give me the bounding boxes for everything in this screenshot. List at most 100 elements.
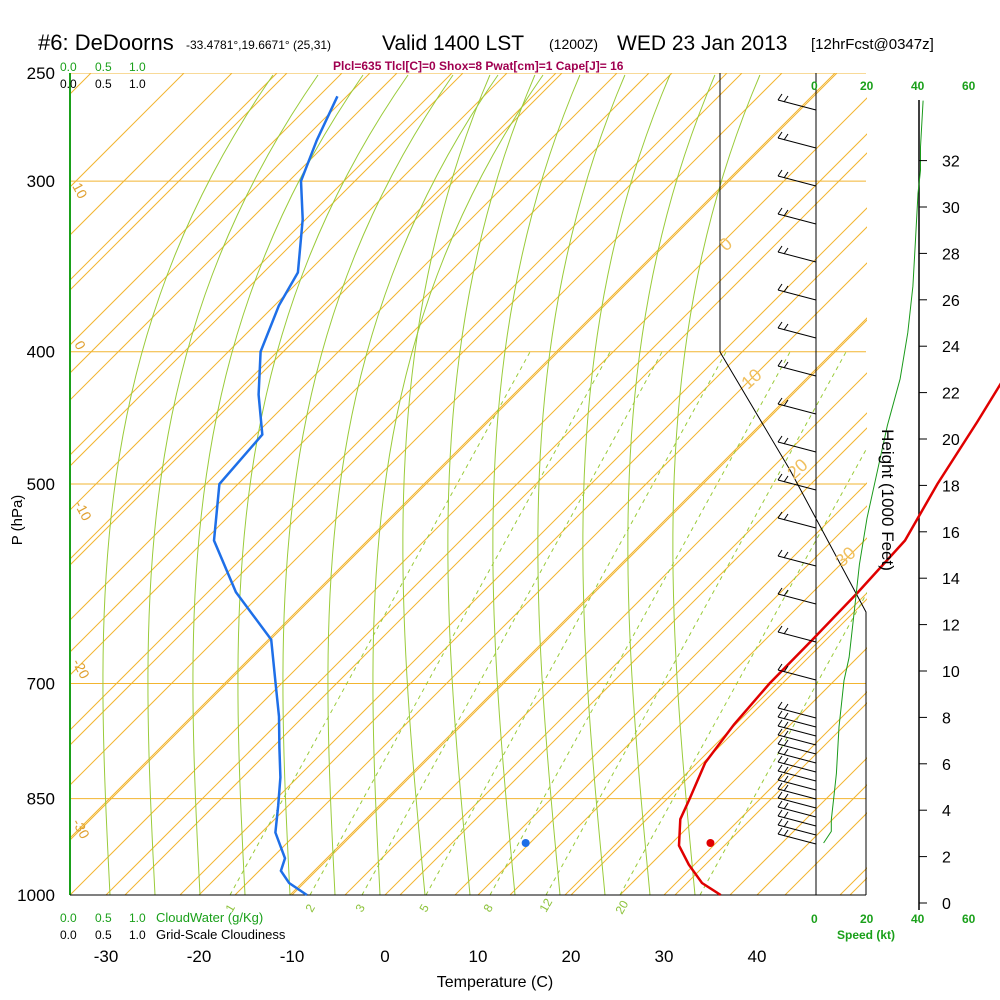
moist-adiabat-line <box>237 74 409 895</box>
isotherm-line <box>849 877 867 895</box>
speed-tick: 60 <box>962 912 976 926</box>
dry-adiabat-line <box>234 262 867 895</box>
height-tick-label: 16 <box>942 525 960 542</box>
wind-barb-flag <box>777 473 783 481</box>
wind-barb-flag <box>777 782 783 790</box>
wind-barb-flag <box>783 766 789 774</box>
height-tick-label: 0 <box>942 896 951 913</box>
wind-barb-staff <box>777 289 817 301</box>
moist-adiabat-line <box>447 74 536 895</box>
wind-barb-flag <box>777 511 783 519</box>
wind-barb-flag <box>777 397 783 405</box>
wind-barb-staff <box>777 365 817 377</box>
height-tick-label: 12 <box>942 618 960 635</box>
cloudwater-tick: 0.5 <box>95 911 112 925</box>
isotherm-label: -10 <box>71 498 95 524</box>
wind-barb-flag <box>777 737 783 745</box>
dry-adiabat-line <box>289 317 867 895</box>
height-tick-label: 10 <box>942 664 960 681</box>
station-title: #6: DeDoorns <box>38 30 174 55</box>
mixing-ratio-label: 12 <box>536 896 555 915</box>
cloudwater-tick: 1.0 <box>129 60 146 74</box>
isotherm-label: -20 <box>69 656 93 682</box>
speed-axis-title: Speed (kt) <box>837 928 895 942</box>
isotherm-line <box>70 73 836 839</box>
valid-time: Valid 1400 LST <box>382 32 524 55</box>
wind-barb-flag <box>783 133 789 141</box>
dry-adiabat-line <box>70 73 343 346</box>
mixing-ratio-label: 8 <box>480 901 496 914</box>
wind-barb-staff <box>777 137 817 149</box>
speed-scale-top: 0 20 40 60 <box>811 79 976 93</box>
wind-barb-flag <box>777 728 783 736</box>
wind-barb-flag <box>783 589 789 597</box>
height-tick-label: 20 <box>942 432 960 449</box>
wind-barb-flag <box>783 775 789 783</box>
wind-barb-flag <box>783 739 789 747</box>
wind-barb-flag <box>777 800 783 808</box>
isotherm-line <box>70 73 650 653</box>
wind-barb-flag <box>783 730 789 738</box>
wind-barb-staff <box>777 734 817 746</box>
dry-adiabat-label: 20 <box>783 455 811 483</box>
wind-barb-flag <box>783 437 789 445</box>
height-tick-label: 22 <box>942 386 960 403</box>
temperature-tick-label: 0 <box>380 947 389 966</box>
wind-barb-flag <box>777 701 783 709</box>
moist-adiabat-line <box>192 74 364 895</box>
dry-adiabat-line <box>70 73 728 731</box>
pressure-axis-title: P (hPa) <box>9 495 26 546</box>
speed-tick: 20 <box>860 912 874 926</box>
cloud-water-scale-top: 0.0 0.5 1.0 0.0 0.5 1.0 <box>60 60 146 91</box>
wind-barb-flag <box>777 827 783 835</box>
wind-barb-flag <box>777 746 783 754</box>
cloud-water-scale-bottom: 0.0 0.5 1.0 CloudWater (g/Kg) 0.0 0.5 1.… <box>60 910 286 942</box>
temperature-tick-label: 20 <box>562 947 581 966</box>
wind-barb-flag <box>777 435 783 443</box>
wind-barb-staff <box>777 779 817 791</box>
dry-adiabat-line <box>70 73 398 401</box>
mixing-ratio-line <box>619 446 867 895</box>
wind-barb-flag <box>783 95 789 103</box>
wind-barb-flag <box>777 791 783 799</box>
dry-adiabat-line <box>674 702 867 895</box>
temperature-tick-label: -10 <box>280 947 305 966</box>
moist-adiabat-line <box>537 74 626 895</box>
pressure-tick-label: 300 <box>27 172 55 191</box>
speed-tick: 0 <box>811 912 818 926</box>
height-tick-label: 26 <box>942 293 960 310</box>
dry-adiabat-line <box>70 73 453 456</box>
dry-adiabat-line <box>70 73 838 841</box>
surface-temperature-marker <box>706 839 715 847</box>
dry-adiabat-line <box>619 647 867 895</box>
height-axis-title: Height (1000 Feet) <box>878 429 897 571</box>
wind-barb-flag <box>783 665 789 673</box>
height-tick-label: 2 <box>942 850 951 867</box>
isotherm-line <box>70 73 278 281</box>
isotherm-line <box>70 73 464 467</box>
wind-barb-flag <box>783 627 789 635</box>
height-tick-label: 32 <box>942 154 960 171</box>
wind-barb-flag <box>783 721 789 729</box>
dry-adiabat-line <box>70 73 618 621</box>
dry-adiabat-line <box>70 73 233 236</box>
moist-adiabat-line <box>282 74 454 895</box>
wind-barb-flag <box>777 359 783 367</box>
wind-barb-staff <box>777 788 817 800</box>
wind-barb-staff <box>777 555 817 567</box>
wind-barb-staff <box>777 403 817 415</box>
wind-barb-flag <box>783 811 789 819</box>
wind-barb-flag <box>777 321 783 329</box>
pressure-tick-label: 700 <box>27 675 55 694</box>
mixing-ratio-label: 20 <box>612 898 631 917</box>
dry-adiabat-line <box>70 73 288 291</box>
temperature-tick-label: 30 <box>655 947 674 966</box>
dry-adiabat-line <box>179 207 867 895</box>
dry-adiabat-line <box>399 427 867 895</box>
isotherm-line <box>70 73 371 374</box>
pressure-axis: 250 300 400 500 700 850 1000 <box>17 64 55 905</box>
wind-barb-staff <box>777 669 817 681</box>
pressure-tick-label: 400 <box>27 343 55 362</box>
wind-barb-flag <box>783 793 789 801</box>
